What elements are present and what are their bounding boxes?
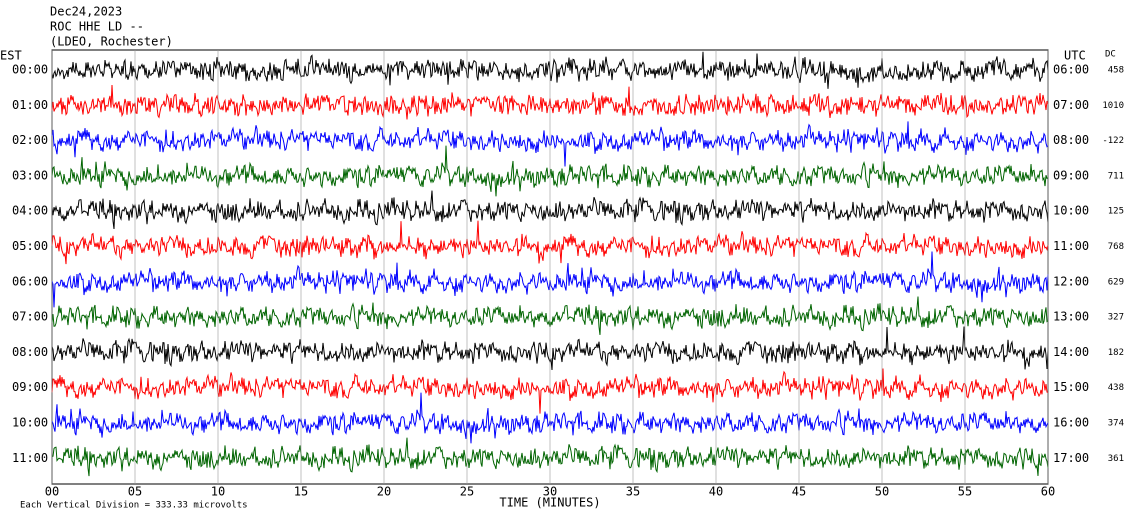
dc-value: 711 — [1108, 171, 1124, 181]
utc-label: 15:00 — [1053, 380, 1089, 394]
left-axis-label: EST — [0, 49, 22, 63]
dc-value: 1010 — [1102, 101, 1124, 111]
x-tick-label: 35 — [626, 485, 640, 499]
title-line: ROC HHE LD -- — [50, 20, 144, 34]
est-label: 03:00 — [12, 168, 48, 182]
dc-value: -122 — [1102, 136, 1124, 146]
x-tick-label: 05 — [128, 485, 142, 499]
x-tick-label: 25 — [460, 485, 474, 499]
x-tick-label: 40 — [709, 485, 723, 499]
title-line: Dec24,2023 — [50, 5, 122, 19]
utc-label: 07:00 — [1053, 98, 1089, 112]
est-label: 07:00 — [12, 310, 48, 324]
est-label: 09:00 — [12, 380, 48, 394]
dc-value: 438 — [1108, 383, 1124, 393]
utc-label: 12:00 — [1053, 274, 1089, 288]
dc-value: 629 — [1108, 277, 1124, 287]
utc-label: 10:00 — [1053, 204, 1089, 218]
utc-label: 17:00 — [1053, 451, 1089, 465]
dc-value: 125 — [1108, 207, 1124, 217]
x-tick-label: 10 — [211, 485, 225, 499]
est-label: 00:00 — [12, 63, 48, 77]
utc-label: 08:00 — [1053, 133, 1089, 147]
dc-value: 768 — [1108, 242, 1124, 252]
x-tick-label: 15 — [294, 485, 308, 499]
est-label: 05:00 — [12, 239, 48, 253]
x-tick-label: 45 — [792, 485, 806, 499]
dc-value: 458 — [1108, 66, 1124, 76]
est-label: 06:00 — [12, 274, 48, 288]
utc-label: 13:00 — [1053, 310, 1089, 324]
est-label: 10:00 — [12, 416, 48, 430]
est-label: 02:00 — [12, 133, 48, 147]
x-axis-label: TIME (MINUTES) — [499, 496, 600, 510]
dc-value: 327 — [1108, 313, 1124, 323]
est-label: 04:00 — [12, 204, 48, 218]
x-tick-label: 60 — [1041, 485, 1055, 499]
x-tick-label: 30 — [543, 485, 557, 499]
x-tick-label: 00 — [45, 485, 59, 499]
dc-value: 374 — [1108, 419, 1124, 429]
dc-value: 361 — [1108, 454, 1124, 464]
dc-label: DC — [1105, 50, 1116, 60]
x-tick-label: 50 — [875, 485, 889, 499]
dc-value: 182 — [1108, 348, 1124, 358]
est-label: 01:00 — [12, 98, 48, 112]
right-axis-label: UTC — [1064, 49, 1086, 63]
x-tick-label: 55 — [958, 485, 972, 499]
title-line: (LDEO, Rochester) — [50, 35, 173, 49]
utc-label: 06:00 — [1053, 63, 1089, 77]
utc-label: 14:00 — [1053, 345, 1089, 359]
est-label: 08:00 — [12, 345, 48, 359]
utc-label: 09:00 — [1053, 168, 1089, 182]
utc-label: 16:00 — [1053, 416, 1089, 430]
x-tick-label: 20 — [377, 485, 391, 499]
est-label: 11:00 — [12, 451, 48, 465]
footnote: Each Vertical Division = 333.33 microvol… — [20, 501, 248, 511]
utc-label: 11:00 — [1053, 239, 1089, 253]
